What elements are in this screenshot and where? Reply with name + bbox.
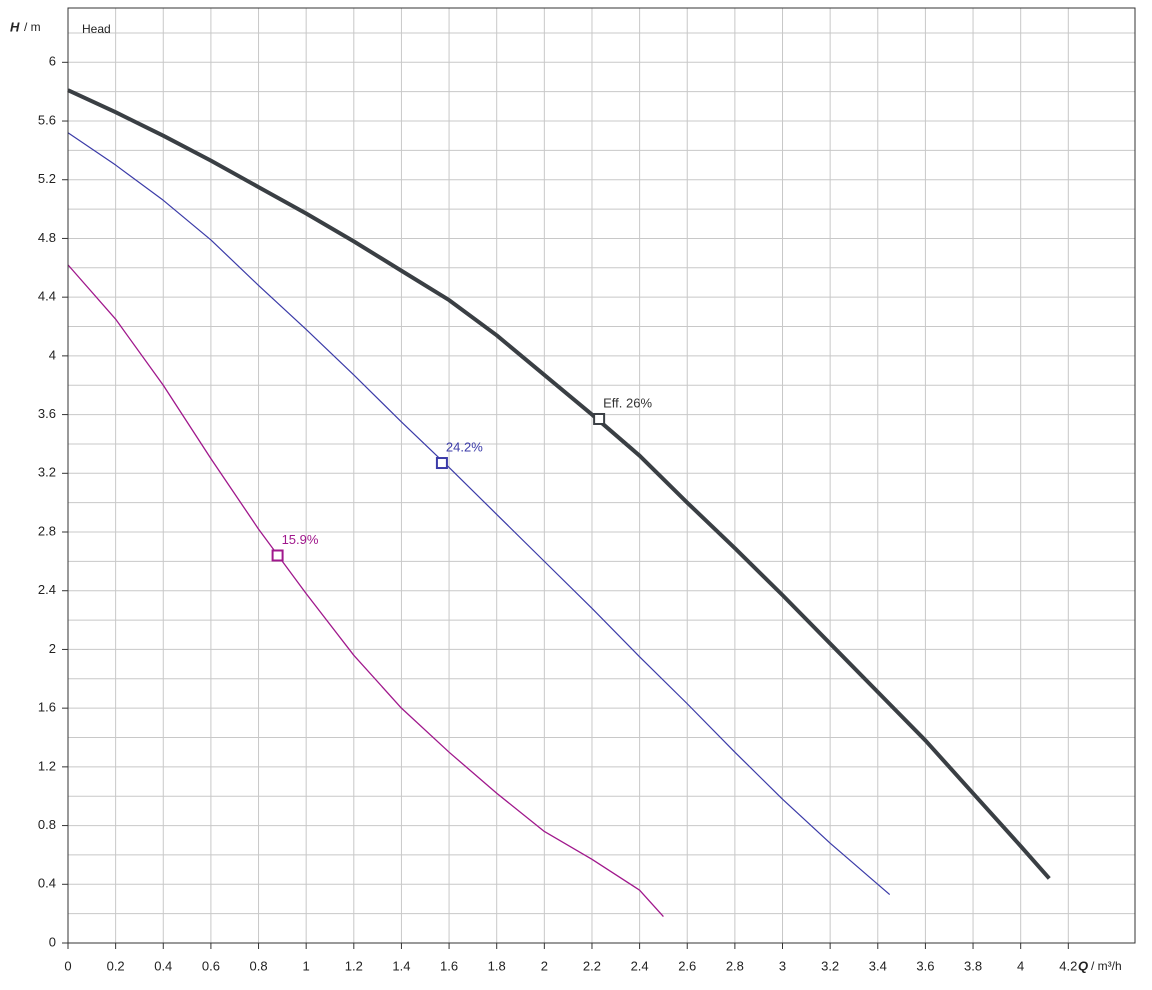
duty-point [593,412,606,425]
duty-point [435,457,448,470]
y-axis-symbol: H [10,19,20,34]
y-tick-label: 4 [49,347,56,362]
x-tick-label: 3.8 [964,958,982,973]
x-tick-label: 1.4 [392,958,410,973]
y-tick-label: 2 [49,641,56,656]
x-tick-label: 0.6 [202,958,220,973]
curve [67,132,891,896]
x-tick-label: 2.4 [631,958,649,973]
duty-point-label: 24.2% [446,439,483,454]
x-tick-label: 3.4 [869,958,887,973]
x-tick-label: 4.2 [1059,958,1077,973]
y-tick-label: 2.4 [38,582,56,597]
x-tick-label: 1 [303,958,310,973]
y-tick-label: 1.2 [38,758,56,773]
chart-title: Head [82,22,111,36]
curve [67,264,664,918]
curve [67,88,1051,880]
curves: Eff. 26% 24.2% 15.9% [67,88,1051,918]
x-tick-label: 3 [779,958,786,973]
x-tick-label: 2.8 [726,958,744,973]
y-tick-label: 4.4 [38,289,56,304]
y-tick-label: 2.8 [38,523,56,538]
y-tick-label: 3.2 [38,465,56,480]
x-tick-label: 1.6 [440,958,458,973]
y-tick-label: 1.6 [38,700,56,715]
x-tick-label: 2.2 [583,958,601,973]
x-tick-label: 4 [1017,958,1024,973]
x-tick-label: 2.6 [678,958,696,973]
x-tick-label: 1.2 [345,958,363,973]
y-tick-label: 0.8 [38,817,56,832]
duty-point [271,549,284,562]
x-tick-label: 3.6 [916,958,934,973]
y-tick-label: 6 [49,54,56,69]
x-tick-label: 3.2 [821,958,839,973]
x-axis-symbol: Q [1078,958,1088,973]
duty-point-label: Eff. 26% [603,395,652,410]
x-tick-label: 2 [541,958,548,973]
plot-frame [67,7,1136,944]
x-tick-label: 1.8 [488,958,506,973]
plot-area [68,8,1135,943]
x-tick-label: 0.4 [154,958,172,973]
y-tick-label: 0 [49,934,56,949]
y-tick-label: 3.6 [38,406,56,421]
y-tick-label: 5.2 [38,171,56,186]
y-tick-label: 5.6 [38,112,56,127]
x-tick-label: 0.8 [249,958,267,973]
duty-point-label: 15.9% [282,532,319,547]
x-tick-label: 0.2 [107,958,125,973]
y-tick-label: 0.4 [38,876,56,891]
x-tick-label: 0 [64,958,71,973]
x-axis-unit: / m³/h [1091,959,1122,973]
y-axis-unit: / m [24,20,41,34]
y-tick-label: 4.8 [38,230,56,245]
